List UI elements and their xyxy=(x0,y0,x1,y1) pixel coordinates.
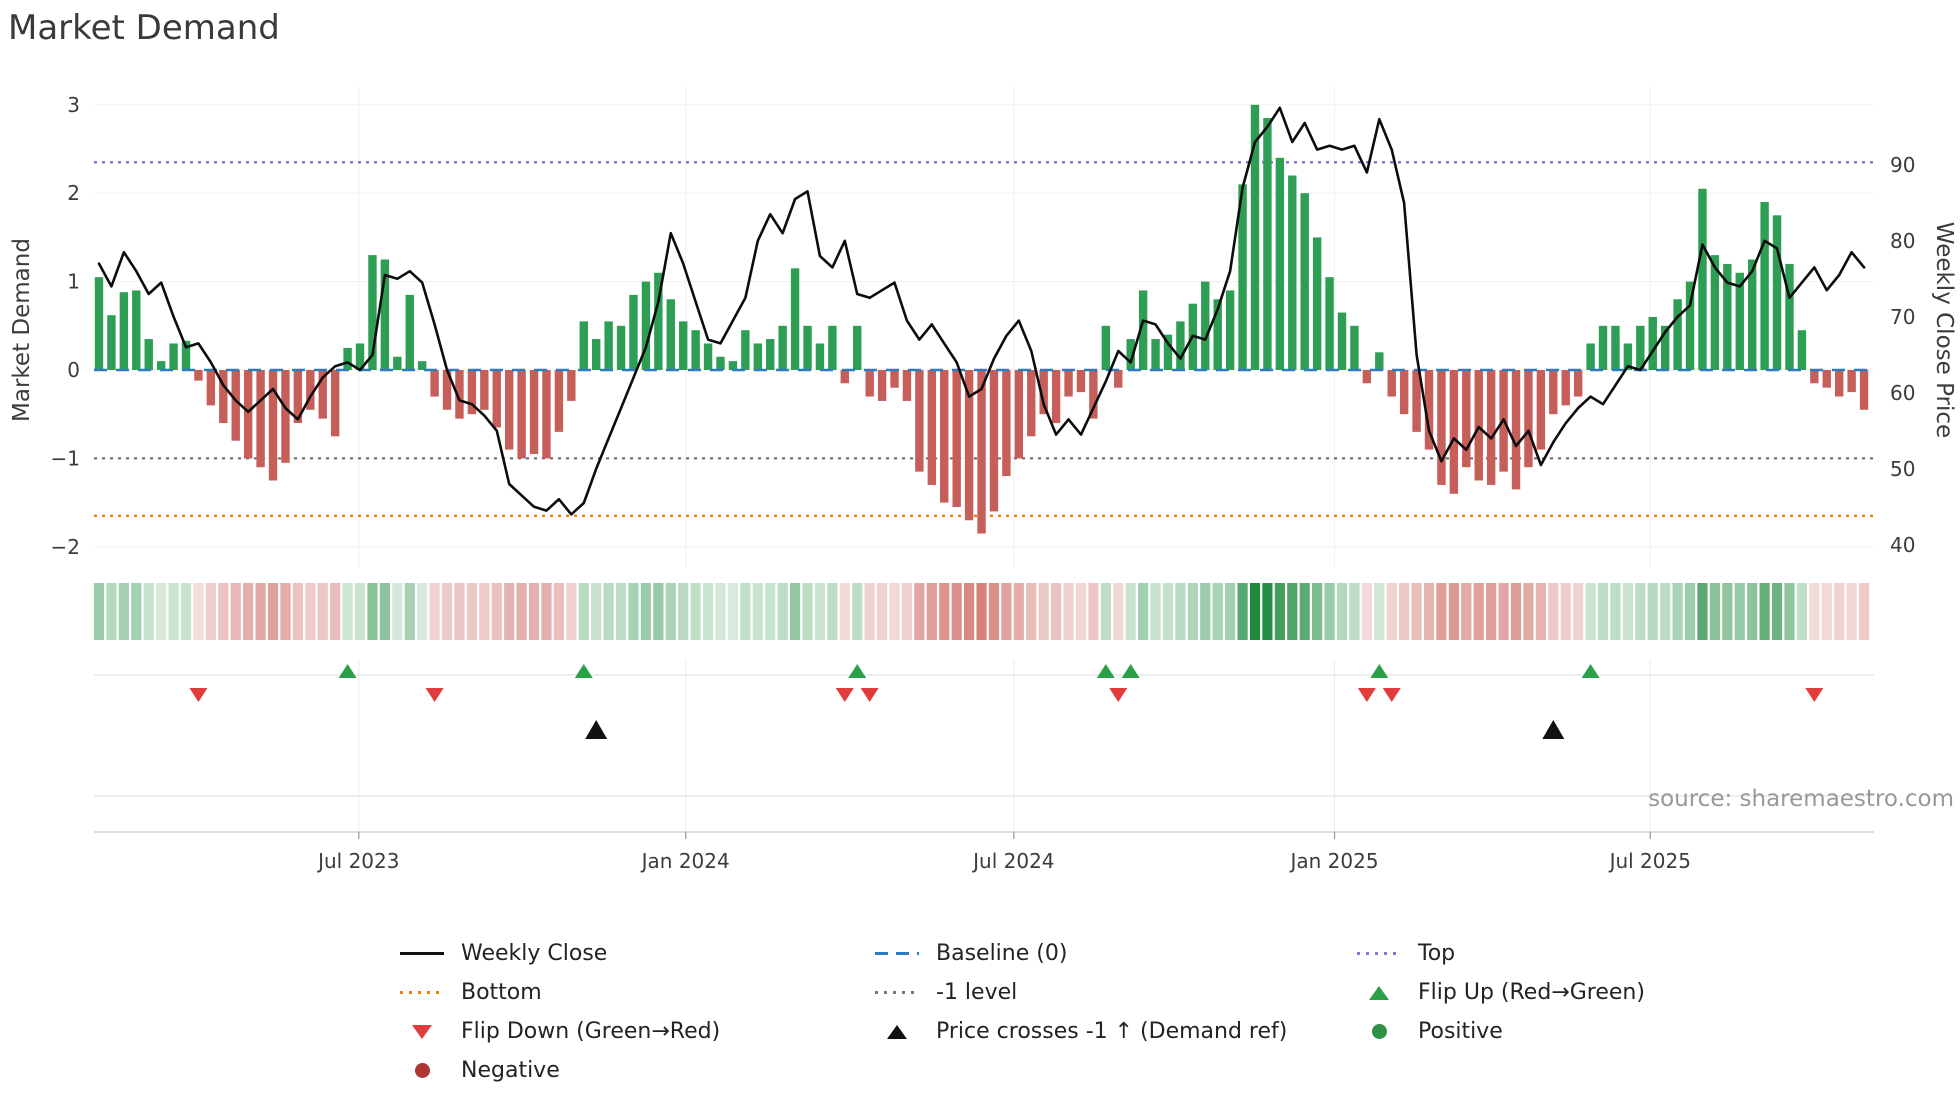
svg-text:−1: −1 xyxy=(51,446,80,470)
legend-item-negative: Negative xyxy=(399,1058,874,1083)
svg-text:3: 3 xyxy=(67,93,80,117)
left-axis-label: Market Demand xyxy=(9,238,35,422)
svg-text:90: 90 xyxy=(1890,153,1915,177)
legend-item-minus-one-level: -1 level xyxy=(874,980,1356,1005)
legend-item-price-cross: Price crosses -1 ↑ (Demand ref) xyxy=(874,1019,1356,1044)
source-credit: source: sharemaestro.com xyxy=(1648,786,1954,812)
page-title: Market Demand xyxy=(8,8,280,48)
legend-label-top: Top xyxy=(1418,941,1456,966)
legend-item-top: Top xyxy=(1356,941,1876,966)
legend-item-positive: Positive xyxy=(1356,1019,1876,1044)
svg-text:50: 50 xyxy=(1890,457,1915,481)
svg-text:Jul 2025: Jul 2025 xyxy=(1608,849,1691,873)
right-axis-label: Weekly Close Price xyxy=(1931,221,1957,439)
legend-label-flip-up: Flip Up (Red→Green) xyxy=(1418,980,1645,1005)
svg-text:Jul 2023: Jul 2023 xyxy=(316,849,399,873)
solid-line-icon xyxy=(399,952,445,955)
legend-label-price-cross: Price crosses -1 ↑ (Demand ref) xyxy=(936,1019,1288,1044)
svg-text:1: 1 xyxy=(67,270,80,294)
legend-item-baseline: Baseline (0) xyxy=(874,941,1356,966)
down-triangle-icon xyxy=(399,1024,445,1039)
legend-label-minus-one-level: -1 level xyxy=(936,980,1018,1005)
svg-text:Jan 2025: Jan 2025 xyxy=(1288,849,1378,873)
svg-text:0: 0 xyxy=(67,358,80,382)
legend-label-flip-down: Flip Down (Green→Red) xyxy=(461,1019,721,1044)
dotted-line-icon xyxy=(874,991,920,994)
legend-item-bottom: Bottom xyxy=(399,980,874,1005)
svg-text:2: 2 xyxy=(67,181,80,205)
up-triangle-icon xyxy=(1356,985,1402,1000)
dashed-line-icon xyxy=(874,952,920,955)
legend-item-flip-up: Flip Up (Red→Green) xyxy=(1356,980,1876,1005)
circle-icon xyxy=(399,1063,445,1078)
legend-label-baseline: Baseline (0) xyxy=(936,941,1068,966)
svg-text:40: 40 xyxy=(1890,533,1915,557)
circle-icon xyxy=(1356,1024,1402,1039)
market-demand-chart: 3 2 1 0 −1 −2 90 80 70 60 50 40 Jul 2023 Jan 2024 Jul … xyxy=(51,86,1915,873)
svg-text:80: 80 xyxy=(1890,229,1915,253)
legend-item-flip-down: Flip Down (Green→Red) xyxy=(399,1019,874,1044)
dotted-line-icon xyxy=(399,991,445,994)
svg-text:Jan 2024: Jan 2024 xyxy=(640,849,730,873)
legend-label-weekly-close: Weekly Close xyxy=(461,941,608,966)
legend-label-positive: Positive xyxy=(1418,1019,1503,1044)
svg-text:60: 60 xyxy=(1890,381,1915,405)
chart-legend: Weekly Close Baseline (0) Top Bottom -1 … xyxy=(399,934,1876,1090)
legend-label-negative: Negative xyxy=(461,1058,560,1083)
up-triangle-icon xyxy=(874,1024,920,1039)
svg-text:70: 70 xyxy=(1890,305,1915,329)
svg-text:−2: −2 xyxy=(51,535,80,559)
dotted-line-icon xyxy=(1356,952,1402,955)
legend-label-bottom: Bottom xyxy=(461,980,542,1005)
legend-item-weekly-close: Weekly Close xyxy=(399,941,874,966)
svg-text:Jul 2024: Jul 2024 xyxy=(971,849,1054,873)
